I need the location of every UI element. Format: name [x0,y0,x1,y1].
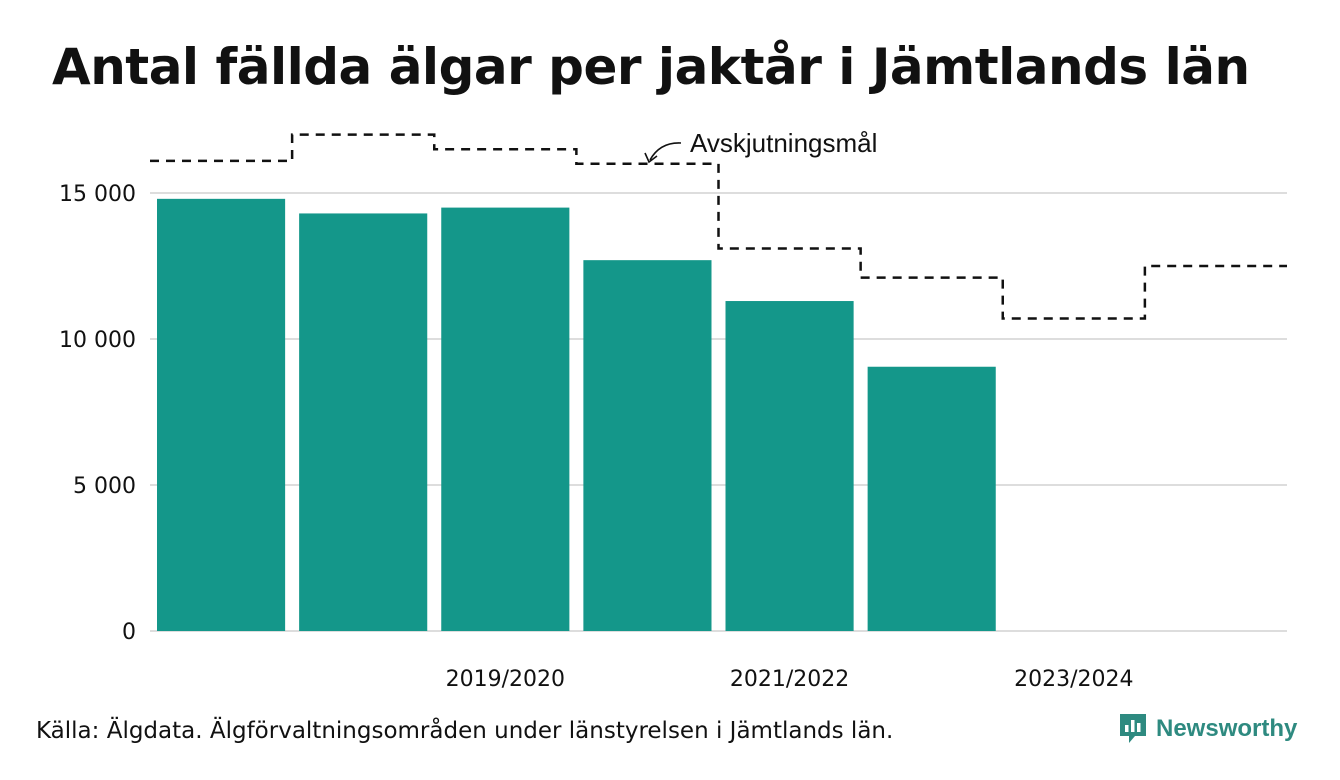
annotation-arrow [649,142,682,161]
x-tick-label: 2019/2020 [446,667,565,692]
newsworthy-logo-icon [1120,714,1146,743]
bar [299,213,428,631]
bar-layer [157,198,996,631]
x-tick-label: 2023/2024 [1014,667,1133,692]
brand-name: Newsworthy [1156,715,1298,742]
y-tick-label: 10 000 [59,328,136,353]
y-tick-label: 0 [122,620,136,645]
brand: Newsworthy [1118,712,1297,746]
target-line-label: Avskjutningsmål [690,128,877,158]
bar [867,366,996,631]
bar [725,301,854,631]
y-tick-label: 5 000 [73,474,136,499]
source-note: Källa: Älgdata. Älgförvaltningsområden u… [36,718,894,744]
y-tick-label: 15 000 [59,182,136,207]
label-layer: 0 5 000 10 000 15 000 2019/2020 2021/2022 2023… [59,182,1133,692]
annotation-layer: Avskjutningsmål [644,128,877,164]
bar [583,260,712,631]
chart-title: Antal fällda älgar per jaktår i Jämtland… [52,38,1250,96]
annotation-arrowhead [644,152,658,164]
x-tick-label: 2021/2022 [730,667,849,692]
bar [157,198,286,631]
bar [441,207,570,631]
